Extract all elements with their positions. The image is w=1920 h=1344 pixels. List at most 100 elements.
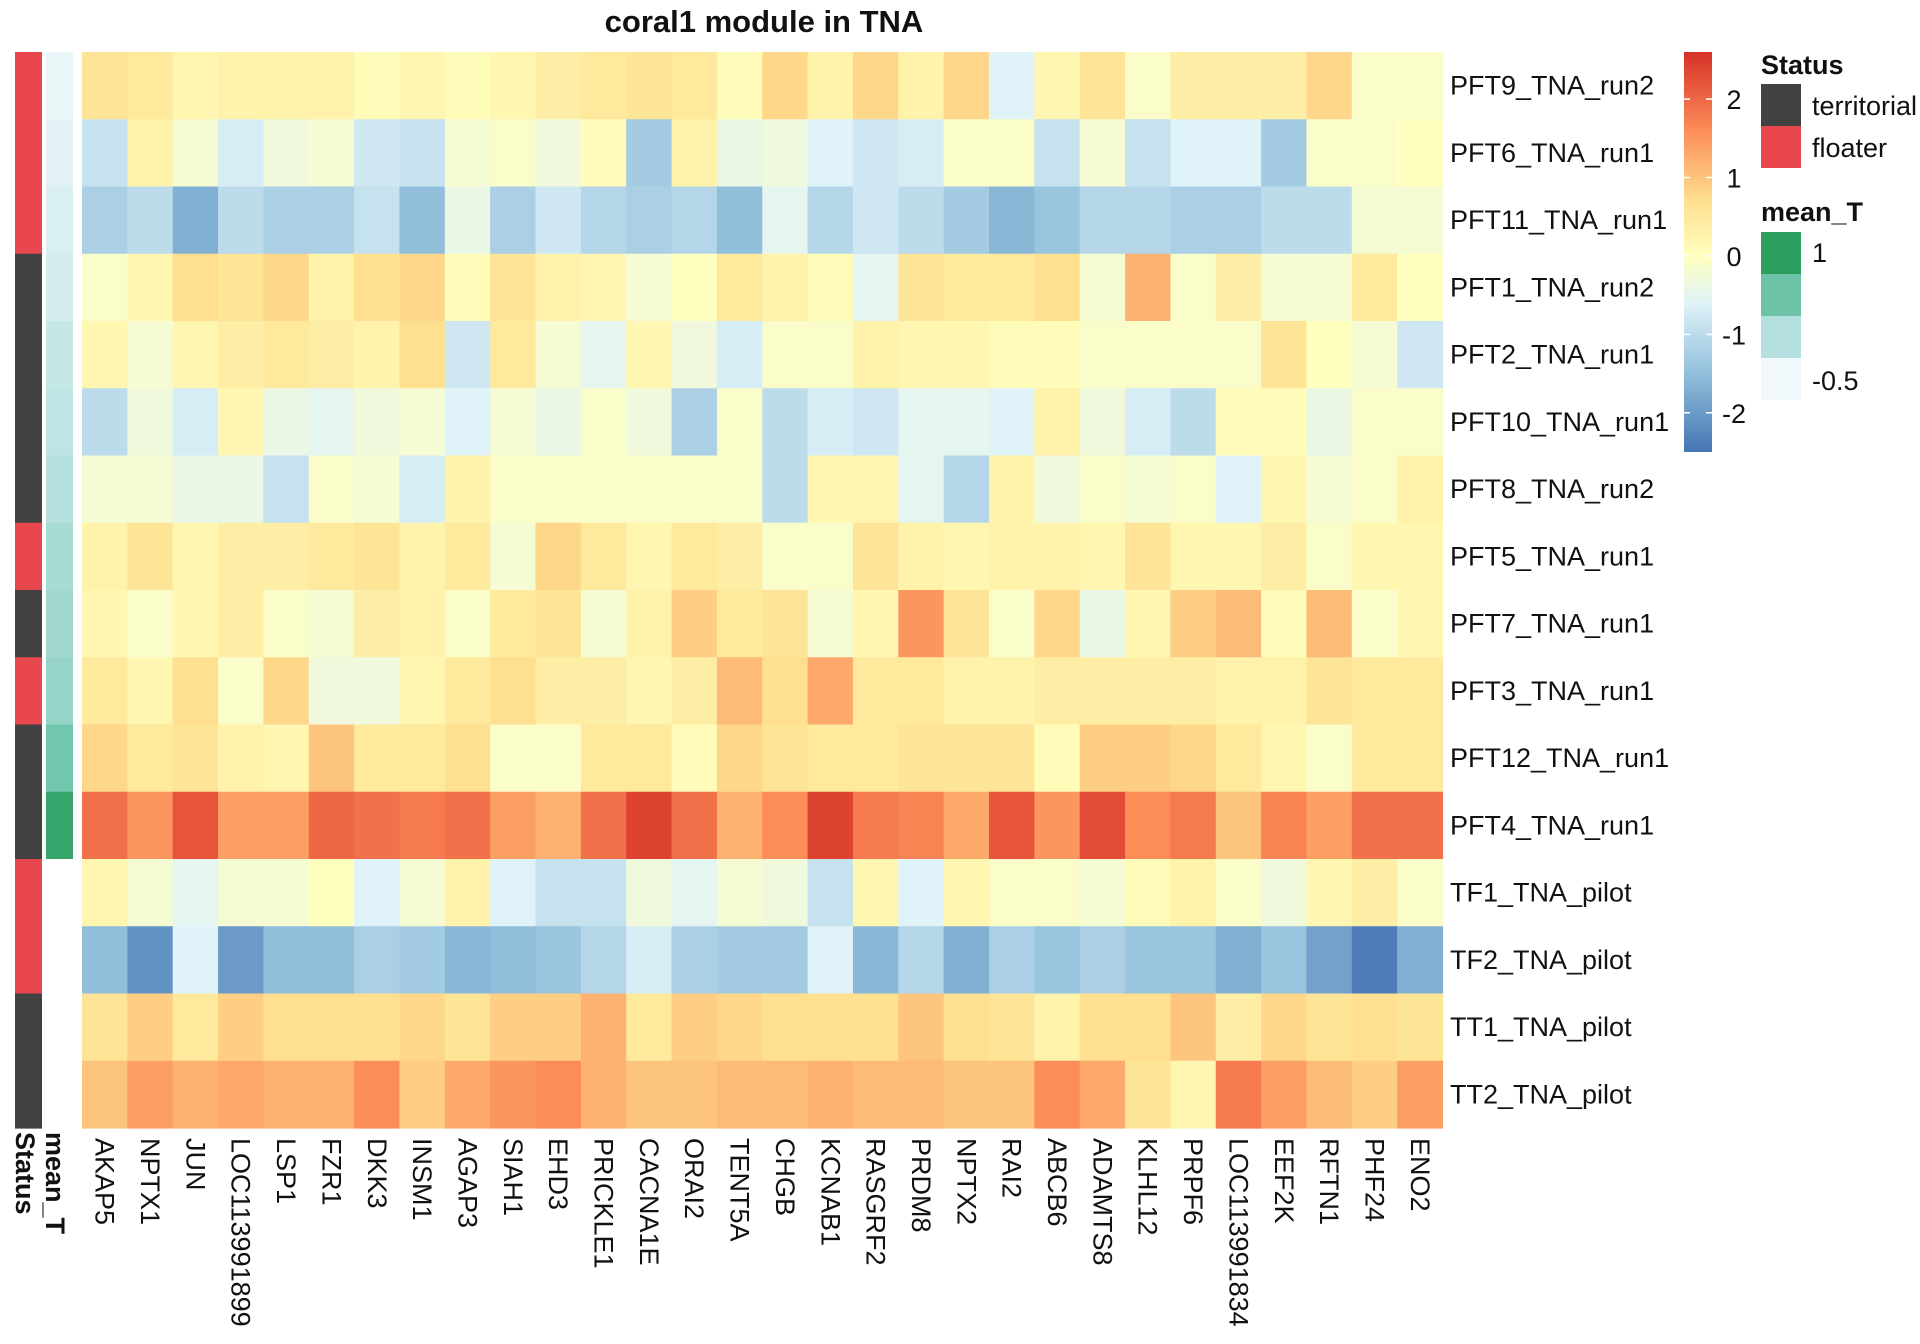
heatmap-cell [1261,859,1308,927]
status-cell [15,657,42,726]
heatmap-cell [716,388,763,457]
heatmap-cell [490,253,537,322]
heatmap-cell [490,321,537,389]
heatmap-cell [218,791,264,860]
heatmap-cell [580,724,627,793]
heatmap-cell [1397,321,1444,389]
heatmap-cell [898,657,945,726]
heatmap-cell [716,522,763,591]
heatmap-cell [1306,186,1353,255]
heatmap-cell [127,388,174,457]
heatmap-cell [1351,253,1398,322]
heatmap-cell [671,522,718,591]
status-annotation-bar [15,52,42,1129]
heatmap-cell [671,724,718,793]
heatmap-cell [218,388,264,457]
heatmap-cell [898,388,945,457]
heatmap-cell [172,186,219,255]
heatmap-cell [807,791,854,860]
column-label: RASGRF2 [861,1138,891,1266]
heatmap-cell [535,590,582,658]
heatmap-cell [263,321,310,389]
heatmap-cell [943,119,990,188]
heatmap-cell [762,859,809,927]
heatmap-cell [1125,52,1171,120]
heatmap-cell [127,724,174,793]
heatmap-cells [82,52,1444,1129]
heatmap-cell [535,186,582,255]
heatmap-cell [671,52,718,120]
mean-t-cell [46,119,73,188]
row-label: PFT8_TNA_run2 [1450,474,1654,504]
heatmap-cell [626,657,673,726]
heatmap-cell [1397,993,1444,1062]
column-label: EHD3 [543,1138,573,1210]
mean-t-legend-swatch [1761,232,1801,274]
heatmap-cell [1351,52,1398,120]
status-cell [15,724,42,793]
heatmap-cell [399,590,446,658]
column-label: INSM1 [407,1138,437,1221]
row-labels: PFT9_TNA_run2 PFT6_TNA_run1 PFT11_TNA_run1… [1450,71,1669,1110]
heatmap-cell [1261,388,1308,457]
heatmap-cell [399,186,446,255]
row-label: PFT10_TNA_run1 [1450,407,1669,437]
heatmap-cell [535,119,582,188]
heatmap-cell [399,1060,446,1129]
row-label: PFT4_TNA_run1 [1450,810,1654,840]
heatmap-cell [1306,926,1353,995]
heatmap-cell [943,455,990,524]
heatmap-cell [82,455,128,524]
heatmap-cell [399,253,446,322]
status-axis-label: Status [10,1132,40,1215]
heatmap-cell [354,590,401,658]
heatmap-cell [490,590,537,658]
column-label: PRPF6 [1178,1138,1208,1225]
heatmap-cell [1306,52,1353,120]
heatmap-cell [1397,186,1444,255]
heatmap-cell [1034,657,1081,726]
heatmap-cell [852,724,899,793]
heatmap-cell [989,186,1035,255]
heatmap-cell [263,993,310,1062]
heatmap-cell [490,52,537,120]
heatmap-cell [716,859,763,927]
column-label: PRDM8 [906,1138,936,1233]
heatmap-cell [1306,859,1353,927]
heatmap-cell [989,119,1035,188]
heatmap-cell [444,859,491,927]
colorbar-tick-label: 2 [1726,85,1741,115]
heatmap-cell [82,186,128,255]
heatmap-cell [1261,791,1308,860]
heatmap-cell [218,590,264,658]
heatmap-cell [1397,926,1444,995]
heatmap-cell [626,993,673,1062]
heatmap-cell [1125,657,1171,726]
heatmap-cell [1306,993,1353,1062]
heatmap-cell [1397,590,1444,658]
row-label: TT2_TNA_pilot [1450,1079,1632,1109]
heatmap-cell [1397,522,1444,591]
heatmap-cell [490,657,537,726]
heatmap-cell [1034,52,1081,120]
mean-t-legend-swatch [1761,316,1801,358]
heatmap-cell [762,119,809,188]
row-label: PFT3_TNA_run1 [1450,676,1654,706]
heatmap-cell [943,522,990,591]
heatmap-cell [716,724,763,793]
heatmap-cell [807,993,854,1062]
heatmap-cell [218,993,264,1062]
heatmap-cell [1079,52,1126,120]
column-label: AKAP5 [90,1138,120,1225]
heatmap-cell [1170,119,1217,188]
heatmap-cell [399,52,446,120]
heatmap-cell [263,186,310,255]
heatmap-cell [671,253,718,322]
heatmap-cell [807,724,854,793]
heatmap-cell [1079,926,1126,995]
heatmap-cell [626,791,673,860]
heatmap-cell [1034,455,1081,524]
heatmap-cell [1351,926,1398,995]
heatmap-cell [399,993,446,1062]
heatmap-cell [1125,186,1171,255]
